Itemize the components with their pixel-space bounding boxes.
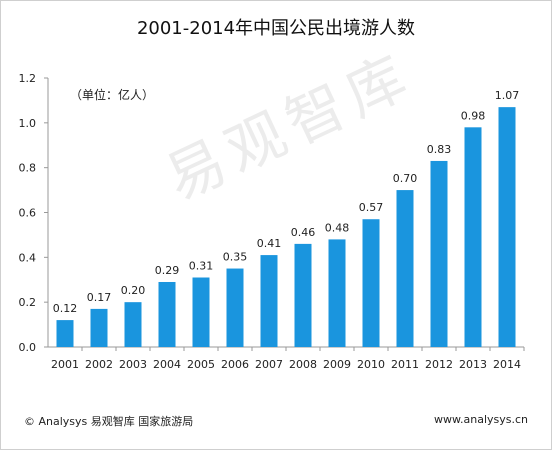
x-tick-label: 2007 bbox=[255, 358, 283, 371]
bar-value-label: 0.41 bbox=[257, 237, 282, 250]
bar bbox=[396, 190, 414, 347]
unit-note: （单位：亿人） bbox=[70, 88, 155, 102]
bar-value-label: 0.70 bbox=[393, 172, 418, 185]
x-tick-label: 2012 bbox=[425, 358, 453, 371]
x-tick-label: 2013 bbox=[459, 358, 487, 371]
x-tick-label: 2009 bbox=[323, 358, 351, 371]
bar bbox=[226, 268, 244, 347]
x-tick-label: 2002 bbox=[85, 358, 113, 371]
bar bbox=[294, 243, 312, 347]
y-tick-label: 1.2 bbox=[19, 72, 37, 85]
bar-value-label: 0.57 bbox=[359, 201, 384, 214]
bar bbox=[260, 255, 278, 347]
bar-value-label: 0.17 bbox=[87, 291, 112, 304]
bar bbox=[192, 277, 210, 347]
bar-value-label: 0.46 bbox=[291, 226, 316, 239]
x-tick-label: 2001 bbox=[51, 358, 79, 371]
bar bbox=[464, 127, 482, 347]
x-tick-label: 2003 bbox=[119, 358, 147, 371]
bar-value-label: 0.83 bbox=[427, 143, 452, 156]
x-tick-label: 2005 bbox=[187, 358, 215, 371]
bar-value-label: 0.20 bbox=[121, 284, 146, 297]
bar-value-label: 0.29 bbox=[155, 264, 180, 277]
y-tick-label: 0.2 bbox=[19, 296, 37, 309]
bar-value-label: 0.35 bbox=[223, 251, 248, 264]
y-tick-label: 0.8 bbox=[19, 162, 37, 175]
x-tick-label: 2008 bbox=[289, 358, 317, 371]
bar bbox=[430, 160, 448, 347]
bar-value-label: 0.98 bbox=[461, 109, 486, 122]
source-credit: © Analysys 易观智库 国家旅游局 bbox=[24, 415, 194, 428]
y-tick-label: 0.0 bbox=[19, 341, 37, 354]
x-tick-label: 2010 bbox=[357, 358, 385, 371]
bar-value-label: 0.48 bbox=[325, 221, 350, 234]
bar bbox=[90, 308, 108, 347]
x-tick-label: 2014 bbox=[493, 358, 521, 371]
bar bbox=[328, 239, 346, 347]
bar bbox=[124, 302, 142, 347]
bar bbox=[362, 219, 380, 347]
x-tick-label: 2004 bbox=[153, 358, 181, 371]
site-url: www.analysys.cn bbox=[434, 413, 528, 426]
bar-value-label: 1.07 bbox=[495, 89, 520, 102]
bar bbox=[498, 107, 516, 348]
x-tick-label: 2006 bbox=[221, 358, 249, 371]
bar bbox=[158, 281, 176, 347]
bar bbox=[56, 320, 74, 347]
bar-value-label: 0.12 bbox=[53, 302, 78, 315]
y-tick-label: 1.0 bbox=[19, 117, 37, 130]
chart-title: 2001-2014年中国公民出境游人数 bbox=[136, 18, 416, 39]
bar-value-label: 0.31 bbox=[189, 260, 214, 273]
x-tick-label: 2011 bbox=[391, 358, 419, 371]
y-tick-label: 0.6 bbox=[19, 207, 37, 220]
y-tick-label: 0.4 bbox=[19, 251, 37, 264]
